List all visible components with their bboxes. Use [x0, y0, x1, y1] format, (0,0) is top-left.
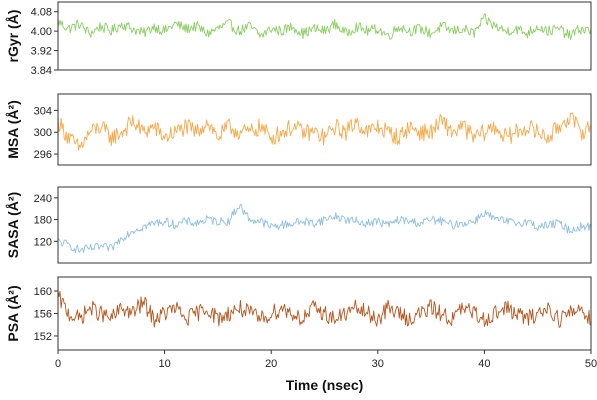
- y-tick-label: 152: [34, 331, 52, 343]
- panel-1: 296 300 304 MSA (Å²): [5, 93, 592, 166]
- x-tick-label: 50: [585, 358, 597, 370]
- panel-0: 3.84 3.92 4.00 4.08 rGyr (Å): [5, 1, 592, 77]
- y-tick-label: 180: [34, 215, 52, 227]
- series-line: [57, 112, 592, 151]
- x-tick-label: 30: [372, 358, 384, 370]
- y-tick-label: 300: [34, 127, 52, 139]
- y-tick-label: 240: [34, 193, 52, 205]
- x-axis-title: Time (nsec): [286, 377, 364, 393]
- x-tick-label: 40: [478, 358, 490, 370]
- y-axis-title: rGyr (Å): [5, 10, 21, 63]
- panel-3: 152 156 160 PSA (Å²): [5, 276, 592, 351]
- x-tick-label: 0: [55, 358, 61, 370]
- x-axis: 0 10 20 30 40 50 Time (nsec): [55, 350, 597, 393]
- plot-frame: [57, 1, 592, 71]
- panel-2: 120 180 240 SASA (Å²): [5, 186, 592, 264]
- plot-frame: [57, 186, 592, 264]
- plot-frame: [57, 276, 592, 351]
- x-tick-label: 20: [265, 358, 277, 370]
- series-line: [57, 291, 592, 328]
- y-tick-label: 3.84: [31, 65, 52, 77]
- y-tick-label: 4.08: [31, 7, 52, 19]
- y-tick-label: 120: [34, 236, 52, 248]
- plot-frame: [57, 93, 592, 166]
- y-tick-label: 3.92: [31, 46, 52, 58]
- panels: 3.84 3.92 4.00 4.08 rGyr (Å) 296 300 304 MSA (Å²…: [5, 1, 592, 351]
- x-tick-label: 10: [158, 358, 170, 370]
- y-tick-label: 304: [34, 105, 52, 117]
- y-axis-title: SASA (Å²): [5, 192, 21, 258]
- series-line: [57, 13, 592, 41]
- y-tick-label: 4.00: [31, 26, 52, 38]
- y-tick-label: 160: [34, 286, 52, 298]
- series-line: [57, 203, 592, 253]
- y-tick-label: 296: [34, 149, 52, 161]
- y-axis-title: MSA (Å²): [5, 100, 21, 159]
- y-axis-title: PSA (Å²): [5, 285, 21, 341]
- y-tick-label: 156: [34, 309, 52, 321]
